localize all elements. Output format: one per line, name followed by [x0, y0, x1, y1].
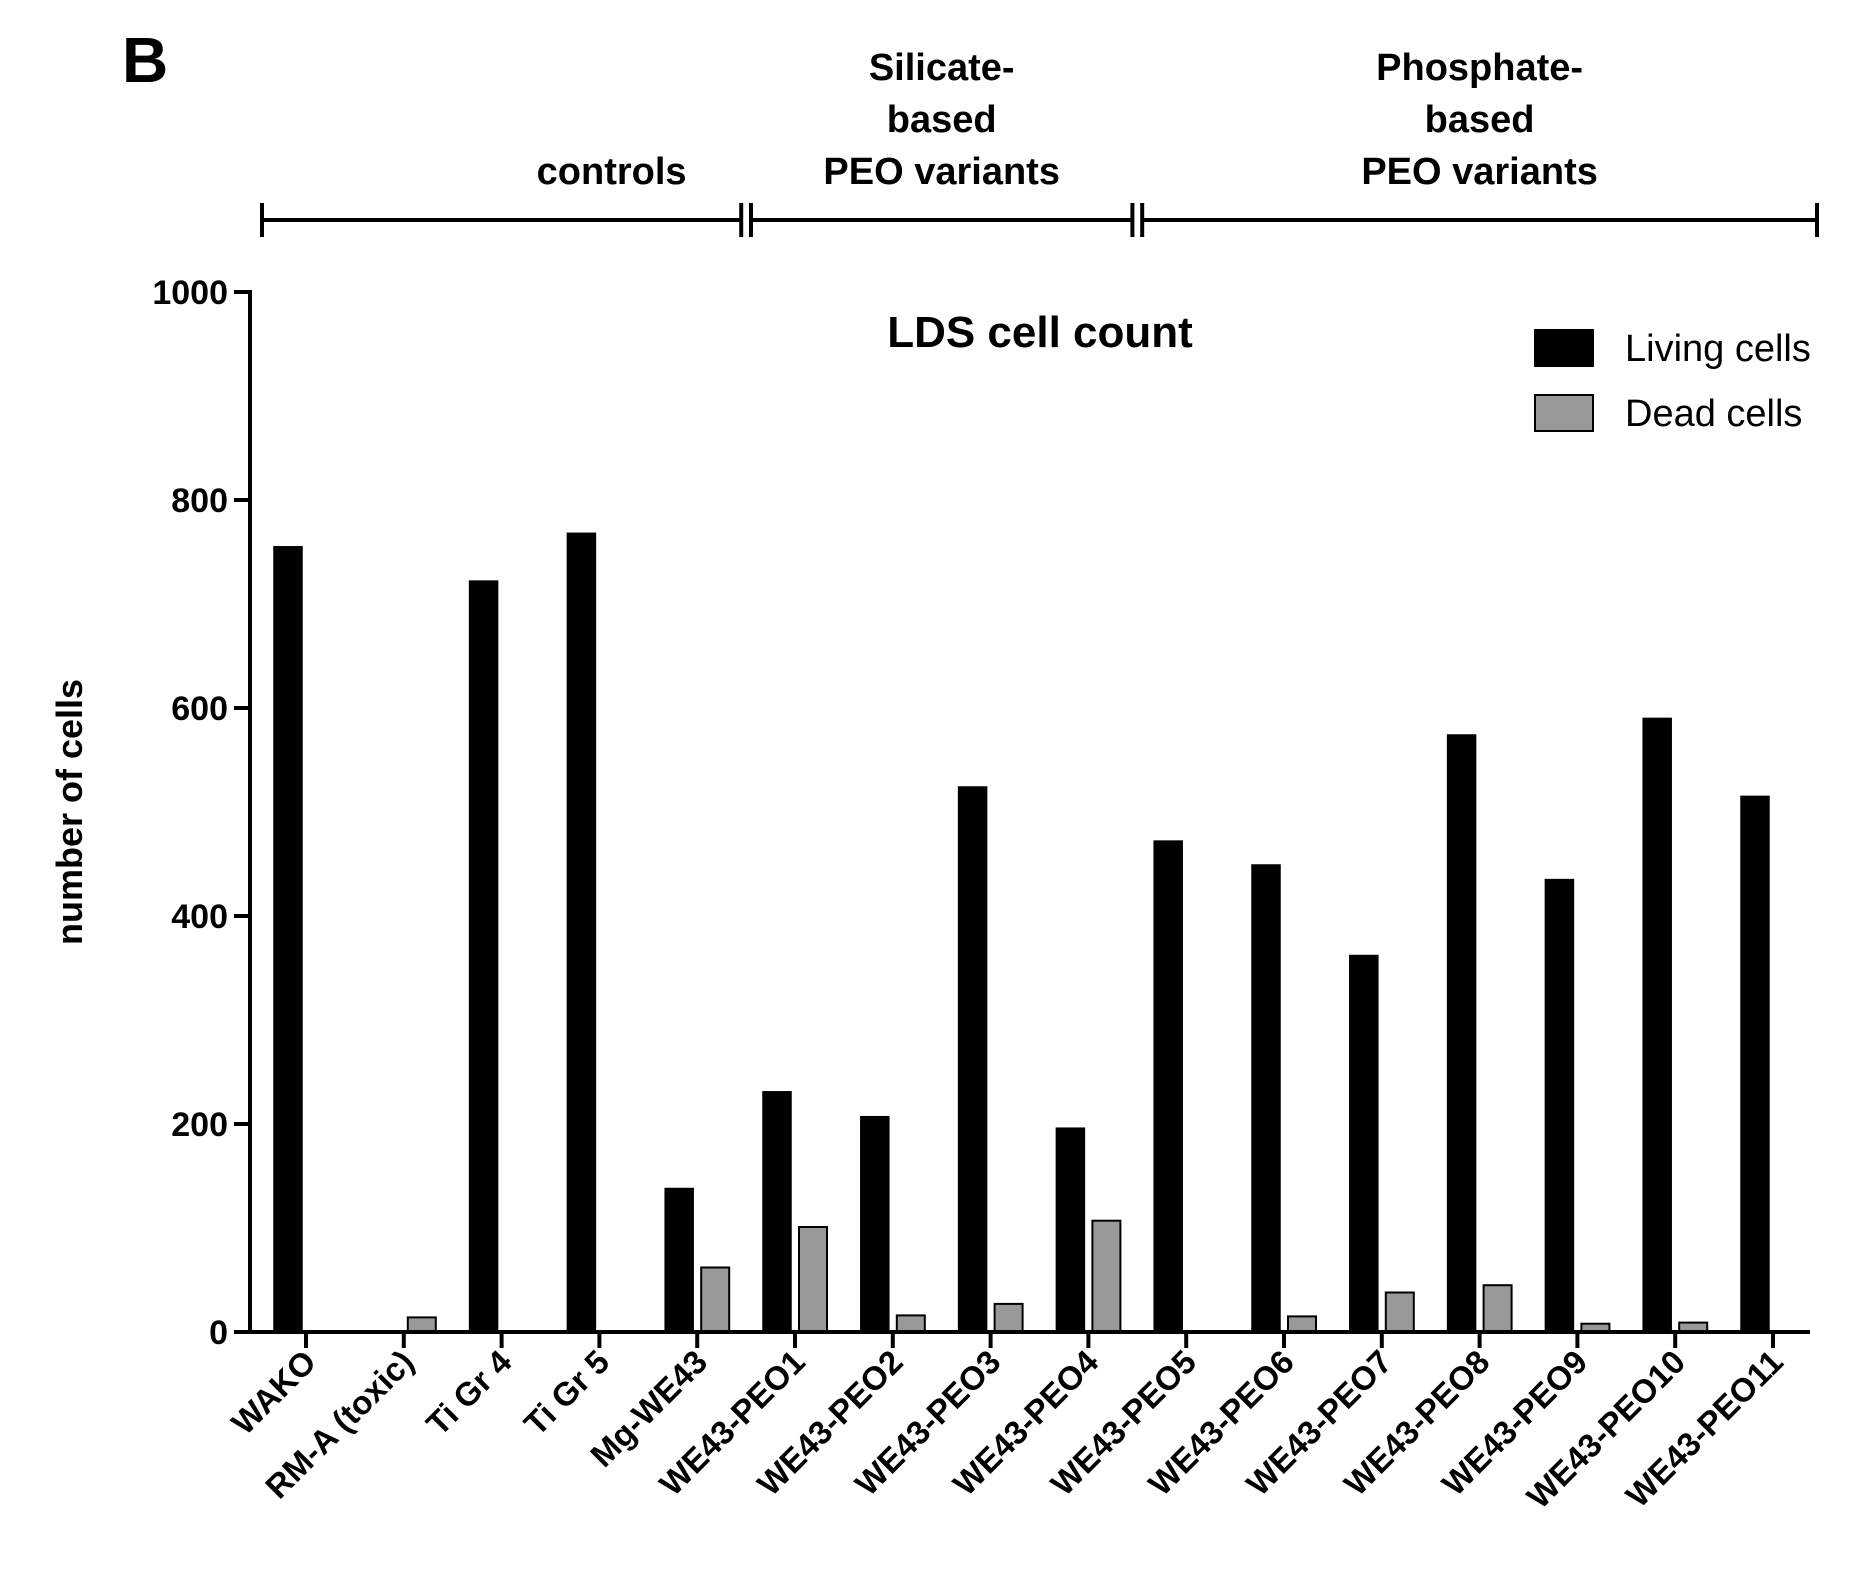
bar-dead-1 — [406, 1316, 437, 1334]
y-tick-label-800: 800 — [171, 482, 228, 520]
bar-dead-8 — [1091, 1219, 1122, 1333]
bar-living-9 — [1153, 840, 1183, 1333]
y-tick-label-0: 0 — [209, 1314, 228, 1352]
legend-label-living: Living cells — [1625, 328, 1811, 370]
group-label-1-0: Silicate- — [869, 47, 1015, 89]
bar-dead-4 — [700, 1266, 731, 1333]
y-tick-label-600: 600 — [171, 690, 228, 728]
group-label-2-2: PEO variants — [1361, 151, 1598, 193]
bar-living-11 — [1349, 954, 1379, 1333]
bar-living-15 — [1740, 795, 1770, 1333]
group-brackets: controls Silicate-based PEO variants Phosph… — [260, 47, 1819, 237]
y-tick-label-200: 200 — [171, 1106, 228, 1144]
bar-living-3 — [566, 532, 597, 1333]
bar-dead-7 — [993, 1302, 1024, 1334]
bar-living-7 — [957, 786, 988, 1333]
y-tick-label-400: 400 — [171, 898, 228, 936]
bar-living-13 — [1544, 878, 1575, 1333]
bar-dead-10 — [1287, 1315, 1317, 1334]
bar-living-8 — [1055, 1127, 1086, 1333]
bar-dead-5 — [798, 1226, 828, 1333]
y-axis-label: number of cells — [49, 679, 90, 945]
bar-living-0 — [273, 546, 303, 1333]
bars — [273, 532, 1770, 1334]
chart-title: LDS cell count — [887, 308, 1193, 357]
legend-swatch-living — [1534, 329, 1594, 367]
legend-swatch-dead — [1534, 394, 1594, 432]
group-label-1-2: PEO variants — [823, 151, 1060, 193]
legend: Living cells Dead cells — [1534, 328, 1811, 435]
bar-living-4 — [664, 1187, 694, 1333]
bar-living-12 — [1446, 734, 1477, 1333]
bar-living-6 — [860, 1115, 890, 1333]
bar-living-14 — [1642, 717, 1672, 1333]
y-tick-label-1000: 1000 — [152, 274, 228, 312]
group-label-2-1: based — [1425, 99, 1535, 141]
group-label-1-1: based — [887, 99, 997, 141]
legend-label-dead: Dead cells — [1625, 393, 1802, 435]
bar-dead-6 — [895, 1314, 926, 1334]
bar-living-2 — [468, 580, 499, 1333]
bar-dead-11 — [1384, 1291, 1415, 1333]
group-label-0-0: controls — [537, 151, 687, 193]
bar-living-10 — [1251, 864, 1281, 1333]
bar-dead-12 — [1482, 1284, 1513, 1333]
group-label-2-0: Phosphate- — [1376, 47, 1583, 89]
panel-letter: B — [122, 24, 168, 96]
bar-living-5 — [762, 1091, 792, 1333]
